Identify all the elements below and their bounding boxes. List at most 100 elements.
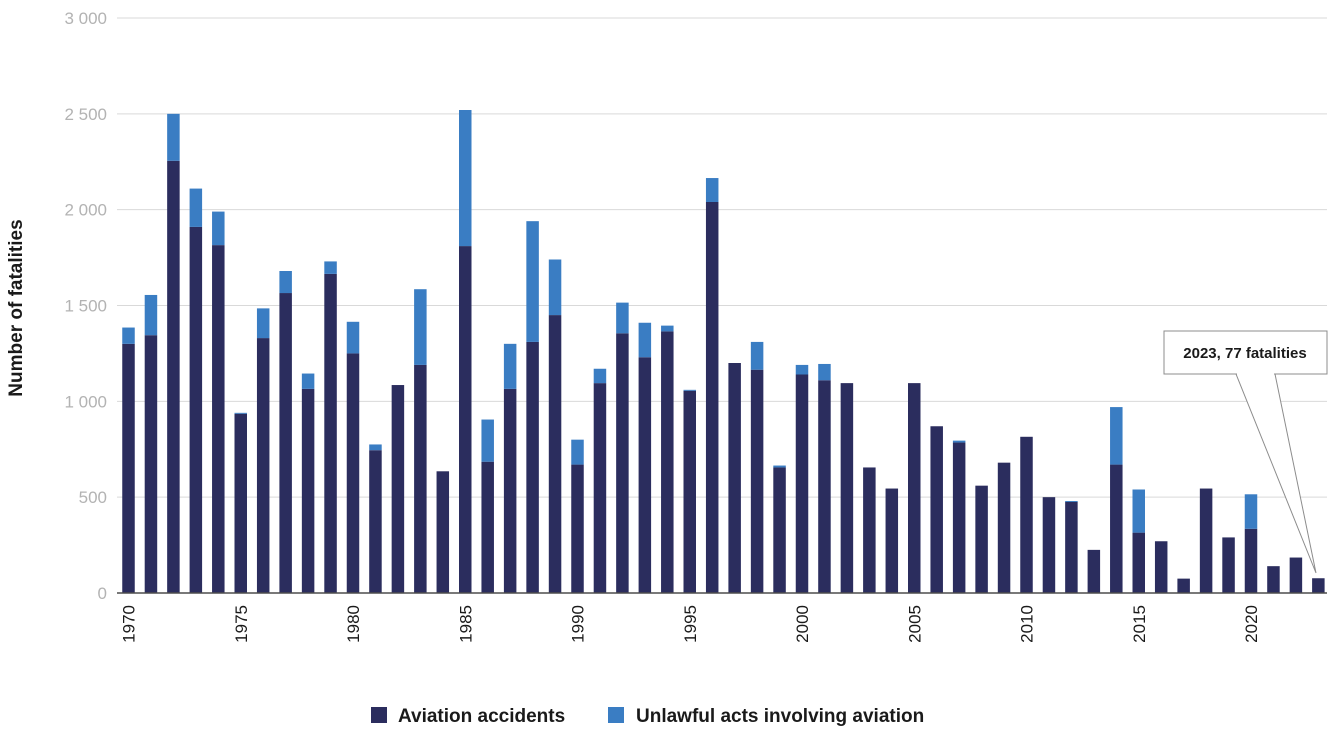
bar-accidents-2013 [1087,549,1101,593]
bar-accidents-1987 [503,388,517,593]
callout: 2023, 77 fatalities [1163,330,1328,574]
bar-unlawful-1970 [122,327,135,344]
bar-unlawful-2007 [952,440,966,443]
bar-accidents-1994 [661,331,674,593]
bar-accidents-1971 [144,335,158,593]
x-tick-label: 2020 [1242,605,1261,643]
bar-accidents-2006 [930,426,943,593]
bar-unlawful-1978 [301,373,315,389]
bar-accidents-2005 [908,383,921,593]
bar-accidents-1970 [122,343,135,593]
bar-accidents-2007 [952,442,966,593]
bar-unlawful-1988 [526,221,539,342]
bar-unlawful-1979 [324,261,337,274]
x-tick-label: 1985 [456,605,475,643]
legend-label-accidents: Aviation accidents [398,706,565,727]
bar-unlawful-1996 [705,178,719,202]
bar-unlawful-1983 [414,289,427,365]
y-tick-label: 0 [98,584,107,603]
x-tick-label: 2000 [793,605,812,643]
bar-unlawful-2014 [1110,407,1123,465]
x-tick-label: 1975 [232,605,251,643]
bar-accidents-2015 [1132,532,1145,593]
y-tick-label: 3 000 [64,9,107,28]
bar-unlawful-1998 [750,341,764,370]
bar-unlawful-1992 [616,302,629,334]
y-tick-label: 2 500 [64,105,107,124]
bar-accidents-1986 [481,461,494,593]
bar-accidents-1975 [234,413,247,593]
bar-accidents-2018 [1199,488,1213,593]
bar-accidents-1995 [683,390,696,593]
bar-accidents-1996 [705,202,719,593]
bar-unlawful-1987 [503,343,517,389]
bar-accidents-2012 [1065,501,1078,593]
bar-accidents-2009 [997,462,1011,593]
bar-unlawful-1976 [256,308,270,339]
bar-accidents-1982 [391,385,405,593]
x-tick-label: 1995 [681,605,700,643]
bar-accidents-1981 [369,450,382,593]
bar-unlawful-1999 [773,465,786,468]
bar-accidents-2016 [1154,541,1168,593]
bar-accidents-1974 [212,245,225,593]
y-tick-label: 1 500 [64,297,107,316]
bar-unlawful-1980 [346,321,360,354]
x-tick-label: 2010 [1018,605,1037,643]
bar-accidents-2001 [818,380,831,593]
bar-accidents-1977 [279,293,292,593]
bar-accidents-2008 [975,485,988,593]
bar-accidents-1984 [436,471,450,593]
grid-layer [117,17,1327,498]
y-tick-label: 1 000 [64,392,107,411]
x-tick-label: 1990 [569,605,588,643]
y-tick-label: 2 000 [64,201,107,220]
bar-unlawful-1977 [279,271,292,294]
bar-unlawful-1975 [234,412,247,414]
callout-text: 2023, 77 fatalities [1183,345,1306,362]
bar-accidents-1976 [256,338,270,593]
bar-unlawful-2000 [795,364,809,375]
bar-unlawful-1986 [481,419,494,462]
bar-unlawful-1974 [212,211,225,246]
legend-label-unlawful: Unlawful acts involving aviation [636,706,924,727]
bar-accidents-2022 [1289,557,1303,593]
bar-accidents-2004 [885,488,899,593]
bar-unlawful-2001 [818,363,831,381]
bar-accidents-1989 [548,315,562,593]
bar-accidents-1973 [189,226,203,593]
bar-unlawful-1985 [459,110,472,247]
bar-unlawful-1991 [593,368,607,384]
bar-accidents-2023 [1312,578,1325,593]
bar-unlawful-1990 [571,439,584,465]
x-tick-label: 1980 [344,605,363,643]
y-tick-label: 500 [79,488,107,507]
x-tick-label: 2015 [1130,605,1149,643]
bar-unlawful-1993 [638,322,652,358]
bar-accidents-1978 [301,388,315,593]
bar-accidents-2014 [1110,464,1123,593]
bar-accidents-1972 [167,160,180,593]
axis-layer: 0 500 1 000 1 500 2 000 2 500 3 000 1970 1975 198… [64,9,1327,643]
callout-box [1163,330,1328,375]
bar-accidents-1999 [773,467,786,593]
bar-accidents-1979 [324,273,337,593]
legend: Aviation accidents Unlawful acts involvi… [371,706,924,727]
bar-unlawful-1995 [683,389,696,391]
bar-unlawful-1981 [369,444,382,451]
bar-unlawful-1994 [661,325,674,332]
bar-accidents-2010 [1020,436,1033,593]
x-tick-label: 2005 [905,605,924,643]
bar-unlawful-1971 [144,294,158,336]
bar-accidents-1998 [750,369,764,593]
bar-accidents-1988 [526,341,539,593]
bar-accidents-2000 [795,374,809,593]
bar-accidents-1983 [414,364,427,593]
bar-accidents-2020 [1244,528,1258,593]
bar-accidents-2017 [1177,578,1190,593]
bar-accidents-1991 [593,383,607,593]
legend-marker-accidents [371,707,387,723]
bar-accidents-1980 [346,353,360,593]
